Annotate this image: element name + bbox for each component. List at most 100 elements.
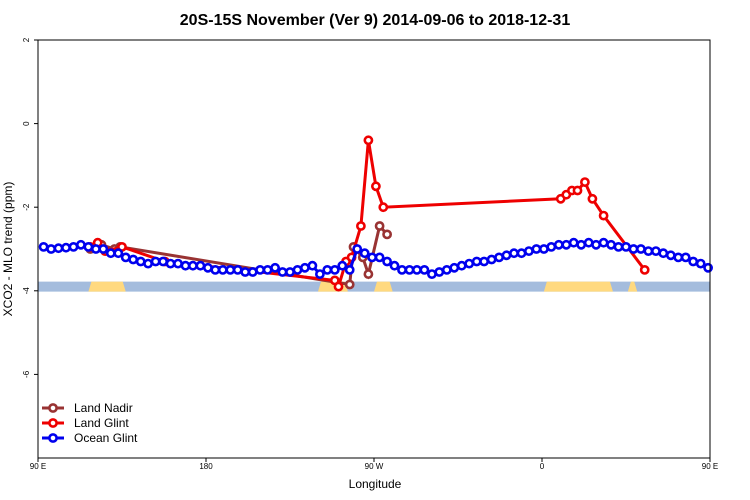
x-tick-label: 0 <box>540 462 545 471</box>
ocean-glint-point <box>419 264 430 275</box>
ocean-glint-point <box>322 264 333 275</box>
ocean-glint-point <box>367 252 377 263</box>
ocean-glint-point <box>83 241 94 252</box>
ocean-glint-point <box>128 254 139 265</box>
ocean-glint-point <box>658 248 669 259</box>
y-tick-label: -4 <box>22 287 31 295</box>
ocean-glint-point <box>150 256 161 267</box>
ocean-glint-point <box>546 241 557 252</box>
ocean-glint-point <box>598 237 609 248</box>
ocean-glint-point <box>456 260 467 271</box>
land-glint-point <box>639 264 650 275</box>
ocean-glint-point <box>389 260 400 271</box>
land-ocean-mask <box>38 281 710 292</box>
ocean-glint-point <box>113 248 124 259</box>
ocean-band <box>38 281 710 292</box>
ocean-glint-point <box>576 239 587 250</box>
ocean-glint-point <box>524 246 534 256</box>
ocean-glint-point <box>270 262 280 273</box>
land-nadir-point <box>374 221 385 231</box>
ocean-glint-point <box>143 258 153 269</box>
ocean-glint-point <box>46 244 56 254</box>
ocean-glint-point <box>613 241 624 252</box>
y-tick-label: 0 <box>22 121 31 126</box>
ocean-glint-point <box>120 252 131 263</box>
ocean-glint-point <box>382 256 392 267</box>
y-tick-label: -2 <box>22 203 31 211</box>
ocean-glint-point <box>621 241 631 252</box>
land-glint-point <box>370 181 381 192</box>
x-tick-label: 90 E <box>30 462 46 471</box>
ocean-glint-point <box>486 254 497 265</box>
ocean-glint-point <box>665 250 676 261</box>
ocean-glint-point <box>329 264 340 275</box>
land-glint-point <box>598 210 609 221</box>
land-glint-point <box>355 221 366 231</box>
ocean-glint-point <box>240 267 251 277</box>
land-glint-point <box>572 185 583 196</box>
land-glint-point <box>378 202 389 213</box>
legend-marker-land-glint <box>48 418 58 428</box>
x-axis: 90 E 180 90 W 0 90 E <box>30 458 718 471</box>
ocean-glint-point <box>232 264 243 275</box>
y-tick-label: 2 <box>22 37 31 42</box>
ocean-glint-point <box>695 258 706 269</box>
ocean-glint-point <box>591 239 601 250</box>
ocean-glint-point <box>531 244 542 254</box>
ocean-glint-point <box>61 242 71 253</box>
legend-marker-land-nadir <box>48 403 58 413</box>
land-segment <box>88 281 126 292</box>
ocean-glint-point <box>165 258 176 269</box>
ocean-glint-point <box>680 252 691 263</box>
ocean-glint-point <box>464 258 475 269</box>
ocean-glint-point <box>98 244 109 254</box>
y-axis-label: XCO2 - MLO trend (ppm) <box>1 182 15 317</box>
land-nadir-point <box>382 229 392 240</box>
land-nadir-point <box>344 279 355 290</box>
ocean-glint-point <box>105 248 116 259</box>
land-glint-point <box>363 135 374 146</box>
ocean-glint-point <box>643 246 654 256</box>
ocean-glint-point <box>307 260 318 271</box>
legend-label-land-nadir: Land Nadir <box>74 401 133 415</box>
ocean-glint-point <box>359 248 370 259</box>
ocean-glint-point <box>509 248 519 259</box>
series-ocean-glint <box>38 237 713 279</box>
land-segment <box>627 281 638 292</box>
series-layer <box>38 135 713 292</box>
ocean-glint-point <box>255 264 265 275</box>
x-tick-label: 180 <box>199 462 213 471</box>
y-axis: 2 0 -2 -4 -6 <box>22 37 38 378</box>
land-segment <box>543 281 613 292</box>
ocean-glint-point <box>187 260 198 271</box>
ocean-glint-point <box>195 260 206 271</box>
ocean-glint-point <box>38 241 49 252</box>
ocean-glint-point <box>344 264 355 275</box>
ocean-glint-point <box>397 264 407 275</box>
ocean-glint-point <box>76 239 86 250</box>
ocean-glint-point <box>501 250 512 261</box>
ocean-glint-point <box>217 264 228 275</box>
x-tick-label: 90 E <box>702 462 718 471</box>
ocean-glint-point <box>285 267 295 277</box>
ocean-glint-point <box>314 269 325 279</box>
legend-label-land-glint: Land Glint <box>74 416 129 430</box>
ocean-glint-point <box>441 264 452 275</box>
ocean-glint-point <box>434 267 445 277</box>
ocean-glint-point <box>262 264 273 275</box>
legend-label-ocean-glint: Ocean Glint <box>74 431 138 445</box>
ocean-glint-point <box>479 256 489 267</box>
chart-title: 20S-15S November (Ver 9) 2014-09-06 to 2… <box>180 12 571 29</box>
ocean-glint-point <box>299 262 310 273</box>
ocean-glint-point <box>374 252 385 263</box>
land-nadir-point <box>363 269 374 279</box>
ocean-glint-point <box>568 237 579 248</box>
y-tick-label: -6 <box>22 370 31 378</box>
ocean-glint-point <box>53 243 64 254</box>
x-tick-label: 90 W <box>365 462 384 471</box>
x-axis-label: Longitude <box>349 477 402 491</box>
legend-marker-ocean-glint <box>48 433 58 443</box>
ocean-glint-point <box>411 264 422 275</box>
